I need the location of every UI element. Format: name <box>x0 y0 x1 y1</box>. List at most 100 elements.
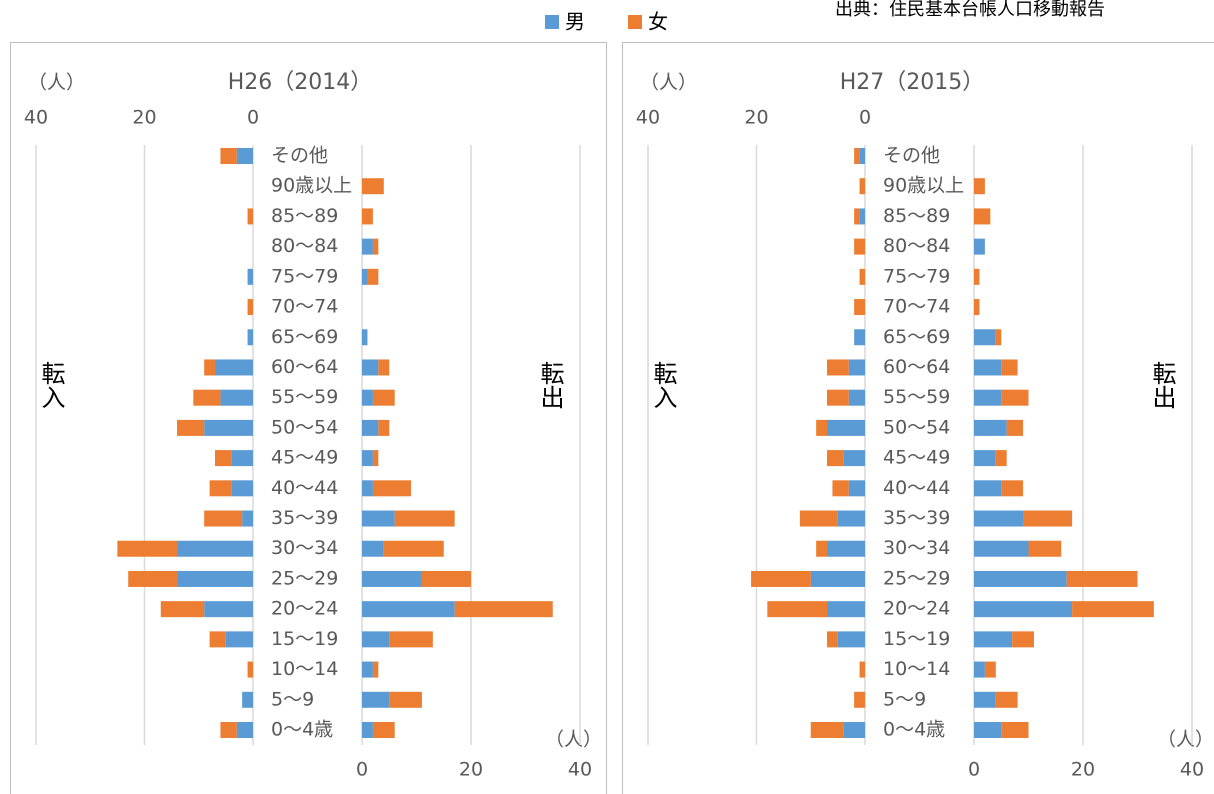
bar-in <box>247 661 253 678</box>
bar-in <box>209 480 232 497</box>
bar-in <box>209 631 226 648</box>
bar-out <box>974 450 996 467</box>
bar-out <box>421 570 471 587</box>
bar-out <box>1028 540 1062 557</box>
category-label: その他 <box>271 145 328 167</box>
bar-out <box>362 722 373 738</box>
category-label: 55～59 <box>271 386 338 408</box>
bar-in <box>767 601 828 618</box>
x-tick-label: 40 <box>24 107 48 129</box>
bar-in <box>160 601 205 618</box>
bar-out <box>372 722 395 738</box>
bar-out <box>383 540 444 557</box>
bar-out <box>974 601 1073 618</box>
x-tick-label: 0 <box>356 759 368 781</box>
bar-in <box>827 389 849 406</box>
bar-in <box>827 601 865 618</box>
x-tick-label: 0 <box>247 107 259 129</box>
category-label: 80～84 <box>271 235 338 257</box>
bar-in <box>751 570 811 587</box>
bar-in <box>827 359 849 376</box>
x-tick-label: 20 <box>132 107 156 129</box>
bar-out <box>1066 570 1138 587</box>
category-label: 35～39 <box>883 507 950 529</box>
bar-out <box>1012 631 1034 648</box>
bar-in <box>837 631 865 648</box>
bar-out <box>984 661 996 678</box>
unit-label: （人） <box>545 729 602 751</box>
category-label: 30～34 <box>883 537 950 559</box>
bar-out <box>1001 480 1024 497</box>
bar-out <box>974 299 980 316</box>
bar-out <box>362 570 422 587</box>
x-tick-label: 20 <box>1071 759 1095 781</box>
legend-swatch <box>545 15 559 29</box>
bar-out <box>974 480 1002 497</box>
bar-out <box>362 540 384 557</box>
bar-in <box>843 722 865 738</box>
x-tick-label: 40 <box>1180 759 1204 781</box>
bar-in <box>832 480 849 497</box>
category-label: 25～29 <box>271 567 338 589</box>
bar-out <box>362 359 379 376</box>
bar-in <box>854 148 860 164</box>
bar-out <box>362 691 390 708</box>
bar-out <box>362 450 373 467</box>
bar-in <box>859 148 865 164</box>
bar-out <box>389 691 422 708</box>
category-label: 90歳以上 <box>883 175 964 197</box>
category-label: 85～89 <box>883 205 950 227</box>
bar-out <box>372 389 395 406</box>
bar-in <box>859 661 865 678</box>
category-label: 0～4歳 <box>271 719 333 741</box>
panel-border <box>10 42 607 794</box>
bar-out <box>974 329 996 346</box>
bar-in <box>231 450 253 467</box>
x-tick-label: 0 <box>968 759 980 781</box>
panel-border <box>622 42 1214 794</box>
source: 出典：住民基本台帳人口移動報告 <box>835 0 1105 20</box>
bar-out <box>974 389 1002 406</box>
bar-in <box>215 359 253 376</box>
bar-in <box>827 419 865 436</box>
category-label: 25～29 <box>883 567 950 589</box>
category-label: 20～24 <box>883 598 950 620</box>
unit-label: （人） <box>28 72 85 94</box>
bar-in <box>859 268 865 285</box>
bar-in <box>128 570 178 587</box>
bar-out <box>362 480 373 497</box>
bar-in <box>247 329 253 346</box>
bar-in <box>854 238 865 255</box>
bar-in <box>236 148 253 164</box>
bar-in <box>242 691 253 708</box>
bar-in <box>854 208 860 225</box>
bar-out <box>367 268 379 285</box>
bar-out <box>974 570 1067 587</box>
bar-out <box>362 601 455 618</box>
bar-in <box>177 419 205 436</box>
bar-out <box>378 359 390 376</box>
bar-out <box>974 722 1002 738</box>
category-label: 40～44 <box>883 477 950 499</box>
category-label: 90歳以上 <box>271 175 352 197</box>
bar-out <box>454 601 553 618</box>
bar-out <box>362 268 368 285</box>
bar-in <box>247 299 253 316</box>
bar-in <box>177 540 253 557</box>
category-label: 15～19 <box>883 628 950 650</box>
category-label: 80～84 <box>883 235 950 257</box>
bar-in <box>816 419 828 436</box>
bar-out <box>362 661 373 678</box>
category-label: 85～89 <box>271 205 338 227</box>
bar-out <box>974 178 985 195</box>
bar-out <box>974 238 985 255</box>
legend-label: 男 <box>565 10 585 34</box>
bar-in <box>816 540 828 557</box>
x-tick-label: 20 <box>459 759 483 781</box>
category-label: 70～74 <box>271 296 338 318</box>
bar-in <box>204 359 216 376</box>
bar-out <box>378 419 390 436</box>
bar-out <box>1001 722 1029 738</box>
bar-out <box>394 510 455 527</box>
bar-out <box>974 661 985 678</box>
